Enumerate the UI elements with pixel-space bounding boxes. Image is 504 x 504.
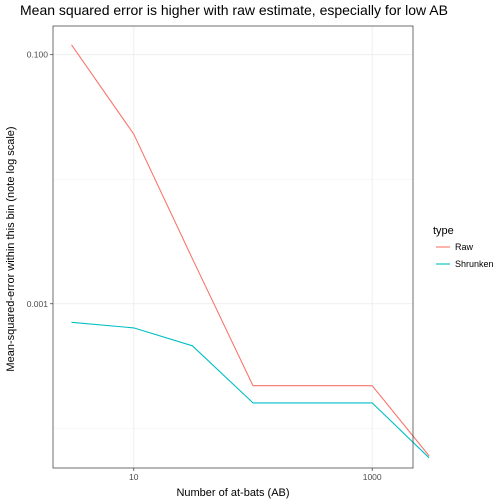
legend-title: type (433, 225, 454, 237)
series-line-shrunken (71, 321, 430, 459)
x-tick-label: 10 (129, 472, 139, 482)
y-axis-title: Mean-squared-error within this bin (note… (5, 126, 17, 371)
series-layer (71, 44, 430, 459)
series-line-raw (71, 44, 430, 457)
legend-label-shrunken: Shrunken (455, 259, 494, 269)
x-tick-label: 1000 (363, 472, 382, 482)
chart-title: Mean squared error is higher with raw es… (20, 2, 448, 18)
legend: type Raw Shrunken (433, 225, 494, 269)
x-axis-title: Number of at-bats (AB) (176, 487, 289, 499)
axis-ticks: 10 1000 0.001 0.100 (27, 50, 382, 482)
grid (53, 26, 413, 468)
legend-label-raw: Raw (455, 242, 474, 252)
y-tick-label: 0.100 (27, 50, 49, 60)
y-tick-label: 0.001 (27, 299, 49, 309)
plot-panel-border (52, 25, 414, 469)
